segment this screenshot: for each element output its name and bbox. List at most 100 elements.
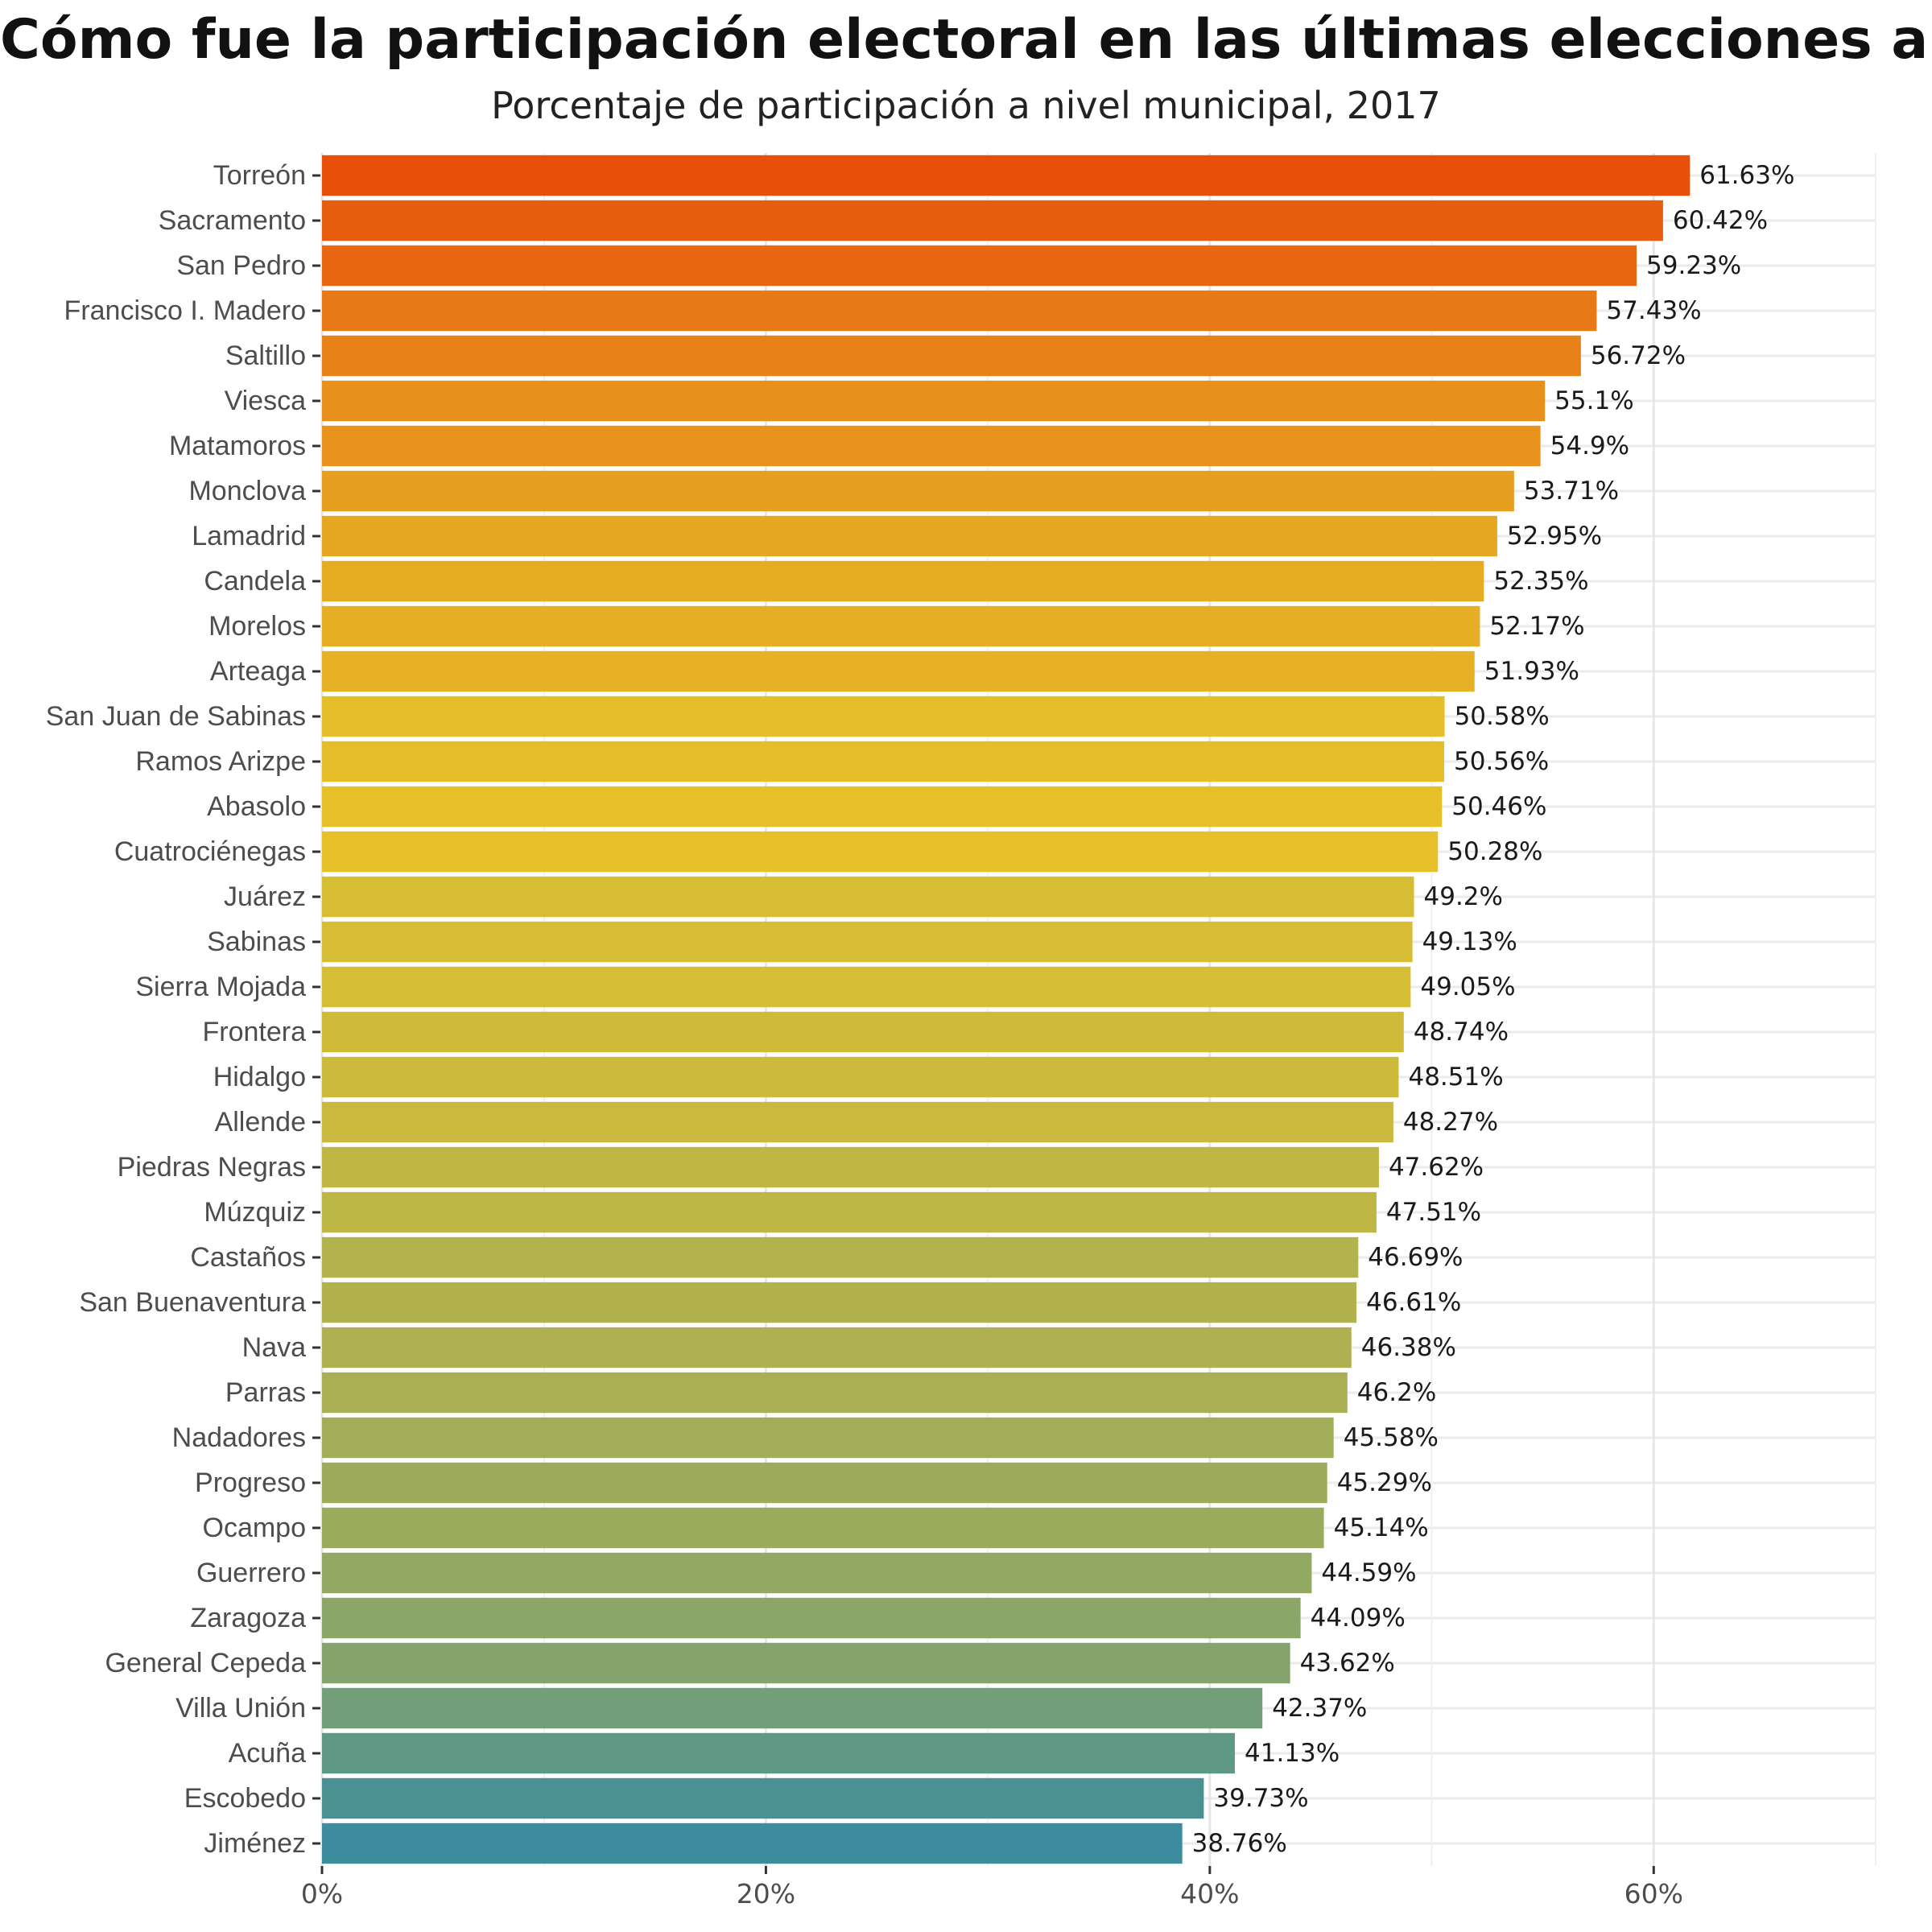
bar xyxy=(322,1417,1334,1459)
category-label: Viesca xyxy=(225,386,307,416)
value-label: 52.35% xyxy=(1493,567,1588,596)
category-label: San Buenaventura xyxy=(79,1287,306,1318)
category-label: Frontera xyxy=(203,1017,307,1047)
value-label: 50.58% xyxy=(1455,702,1550,731)
bar xyxy=(322,1823,1183,1864)
value-label: 38.76% xyxy=(1192,1829,1287,1858)
value-label: 49.05% xyxy=(1420,972,1515,1001)
bar xyxy=(322,245,1637,287)
bar xyxy=(322,921,1413,963)
value-label: 47.51% xyxy=(1386,1198,1481,1227)
bar xyxy=(322,1236,1359,1278)
bar xyxy=(322,515,1497,557)
value-label: 45.29% xyxy=(1337,1468,1432,1497)
bar xyxy=(322,155,1690,196)
x-tick-label: 40% xyxy=(1180,1878,1239,1909)
bar xyxy=(322,1146,1379,1188)
category-label: Allende xyxy=(215,1107,306,1137)
bar xyxy=(322,1327,1352,1368)
category-label: Escobedo xyxy=(184,1783,306,1814)
bar xyxy=(322,696,1445,737)
category-label: San Juan de Sabinas xyxy=(46,701,306,732)
category-label: Torreón xyxy=(213,160,306,191)
value-label: 48.74% xyxy=(1414,1018,1509,1046)
value-label: 59.23% xyxy=(1646,251,1741,280)
bar xyxy=(322,876,1414,918)
value-label: 45.14% xyxy=(1334,1513,1429,1542)
bar xyxy=(322,1507,1324,1549)
value-label: 44.09% xyxy=(1311,1604,1406,1633)
bar xyxy=(322,1777,1204,1819)
bar xyxy=(322,1552,1312,1594)
category-label: Zaragoza xyxy=(190,1603,306,1633)
bar xyxy=(322,380,1546,422)
value-label: 42.37% xyxy=(1272,1694,1367,1723)
x-tick-label: 60% xyxy=(1624,1878,1683,1909)
bar xyxy=(322,1011,1404,1053)
category-label: Francisco I. Madero xyxy=(64,295,306,326)
bar xyxy=(322,786,1443,828)
category-label: Nadadores xyxy=(172,1422,306,1453)
bar xyxy=(322,1642,1290,1684)
category-label: Juárez xyxy=(224,881,306,912)
value-label: 52.17% xyxy=(1489,612,1584,641)
category-label: Matamoros xyxy=(169,431,306,461)
bar xyxy=(322,741,1445,782)
category-label: Villa Unión xyxy=(175,1693,306,1724)
category-label: Nava xyxy=(242,1332,306,1363)
category-label: Ocampo xyxy=(203,1513,307,1543)
bar xyxy=(322,650,1475,692)
value-label: 55.1% xyxy=(1554,386,1633,415)
category-label: Acuña xyxy=(229,1738,306,1769)
value-label: 47.62% xyxy=(1389,1153,1484,1182)
bar xyxy=(322,1732,1236,1774)
value-label: 61.63% xyxy=(1699,161,1794,190)
value-label: 46.2% xyxy=(1357,1378,1436,1407)
value-label: 49.2% xyxy=(1424,882,1503,911)
bar xyxy=(322,425,1541,467)
x-tick-label: 0% xyxy=(301,1878,343,1909)
value-label: 52.95% xyxy=(1507,522,1602,551)
value-label: 39.73% xyxy=(1213,1784,1308,1813)
category-label: Saltillo xyxy=(225,341,306,371)
bar xyxy=(322,1372,1348,1414)
value-label: 49.13% xyxy=(1422,927,1517,956)
value-label: 57.43% xyxy=(1606,296,1701,325)
category-label: Jiménez xyxy=(204,1828,306,1859)
value-label: 41.13% xyxy=(1245,1739,1340,1768)
category-label: Parras xyxy=(225,1377,306,1408)
category-label: Múzquiz xyxy=(204,1197,306,1228)
chart-title: Cómo fue la participación electoral en l… xyxy=(0,8,1932,72)
bar xyxy=(322,290,1597,332)
value-label: 50.46% xyxy=(1451,792,1546,821)
x-tick-label: 20% xyxy=(737,1878,795,1909)
chart-subtitle: Porcentaje de participación a nivel muni… xyxy=(491,84,1441,127)
value-label: 46.69% xyxy=(1368,1243,1463,1272)
bar xyxy=(322,1056,1399,1098)
category-label: Lamadrid xyxy=(192,521,306,551)
value-label: 43.62% xyxy=(1300,1649,1395,1678)
category-label: Sierra Mojada xyxy=(135,972,306,1002)
category-label: Progreso xyxy=(195,1468,306,1498)
value-label: 50.28% xyxy=(1447,837,1542,866)
bar xyxy=(322,831,1439,873)
bar xyxy=(322,560,1484,602)
bar xyxy=(322,1101,1393,1143)
category-label: Piedras Negras xyxy=(118,1152,306,1183)
value-label: 44.59% xyxy=(1321,1558,1416,1587)
category-label: Morelos xyxy=(208,611,306,642)
category-label: Sabinas xyxy=(207,927,306,957)
value-label: 60.42% xyxy=(1673,206,1768,235)
bar xyxy=(322,1687,1263,1729)
category-label: Cuatrociénegas xyxy=(114,836,306,867)
value-label: 48.27% xyxy=(1403,1108,1498,1137)
bar xyxy=(322,200,1663,242)
value-label: 45.58% xyxy=(1344,1423,1439,1452)
category-label: Ramos Arizpe xyxy=(135,746,306,777)
category-label: Arteaga xyxy=(210,656,306,687)
category-label: General Cepeda xyxy=(105,1648,306,1678)
category-label: Hidalgo xyxy=(213,1062,306,1092)
category-label: Candela xyxy=(204,566,306,597)
value-label: 46.38% xyxy=(1361,1333,1456,1362)
